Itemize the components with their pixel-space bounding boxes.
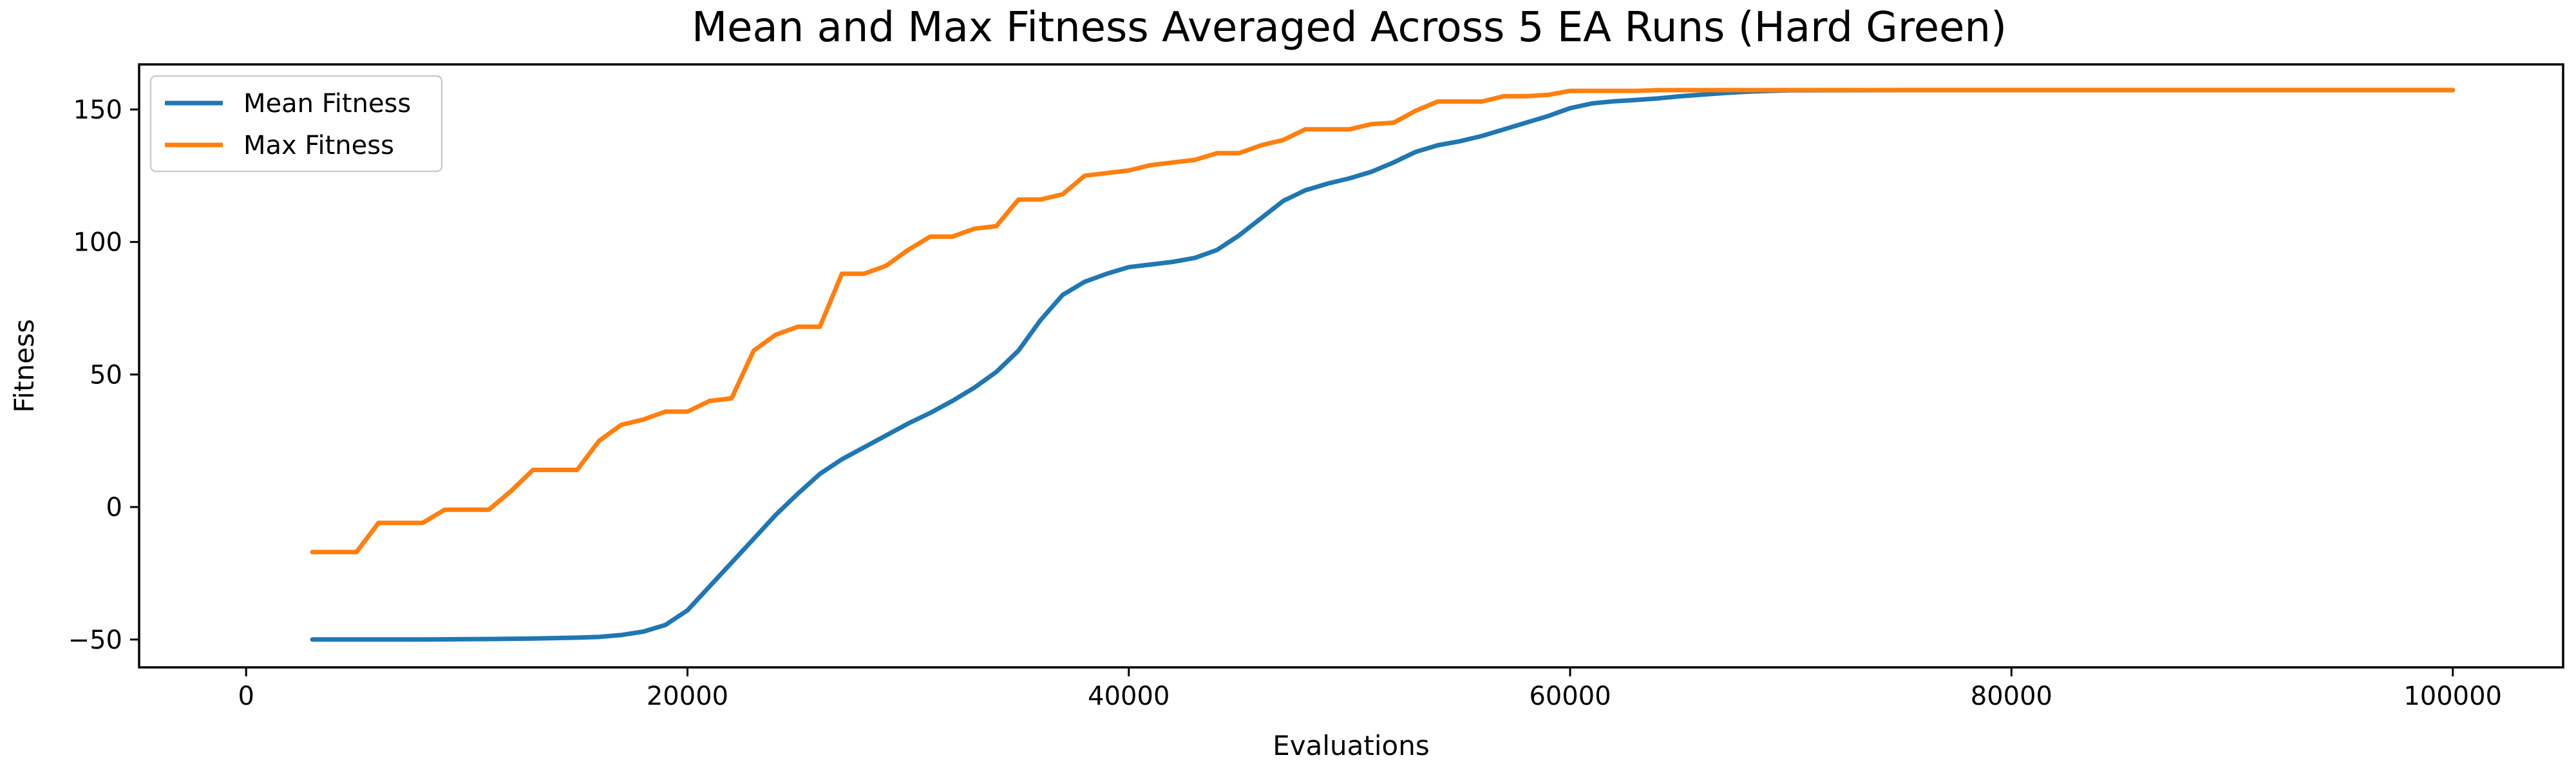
- x-tick-label: 80000: [1971, 682, 2052, 711]
- chart-title: Mean and Max Fitness Averaged Across 5 E…: [692, 4, 2007, 52]
- series-line-mean-fitness: [310, 88, 2456, 642]
- x-tick-label: 100000: [2403, 682, 2502, 711]
- x-axis-label: Evaluations: [1273, 730, 1430, 761]
- y-axis: −50 0 50 100 150: [68, 95, 139, 655]
- legend-label: Mean Fitness: [243, 89, 411, 119]
- y-tick-label: 0: [106, 493, 122, 522]
- y-tick-label: 50: [90, 360, 122, 390]
- plot-frame: [138, 63, 2564, 669]
- y-tick-label: −50: [68, 625, 122, 655]
- y-tick-label: 100: [73, 228, 122, 258]
- legend: Mean Fitness Max Fitness: [149, 75, 443, 173]
- plot-area: [310, 88, 2456, 642]
- x-tick-label: 20000: [647, 682, 728, 711]
- series-line-max-fitness: [310, 88, 2456, 555]
- x-tick-label: 40000: [1088, 682, 1170, 711]
- x-tick-label: 0: [238, 682, 254, 711]
- y-axis-label: Fitness: [8, 319, 40, 412]
- y-tick-label: 150: [73, 95, 122, 125]
- legend-box: [149, 75, 443, 173]
- x-tick-label: 60000: [1529, 682, 1611, 711]
- legend-label: Max Fitness: [243, 131, 394, 160]
- x-axis: 0 20000 40000 60000 80000 100000: [238, 667, 2502, 711]
